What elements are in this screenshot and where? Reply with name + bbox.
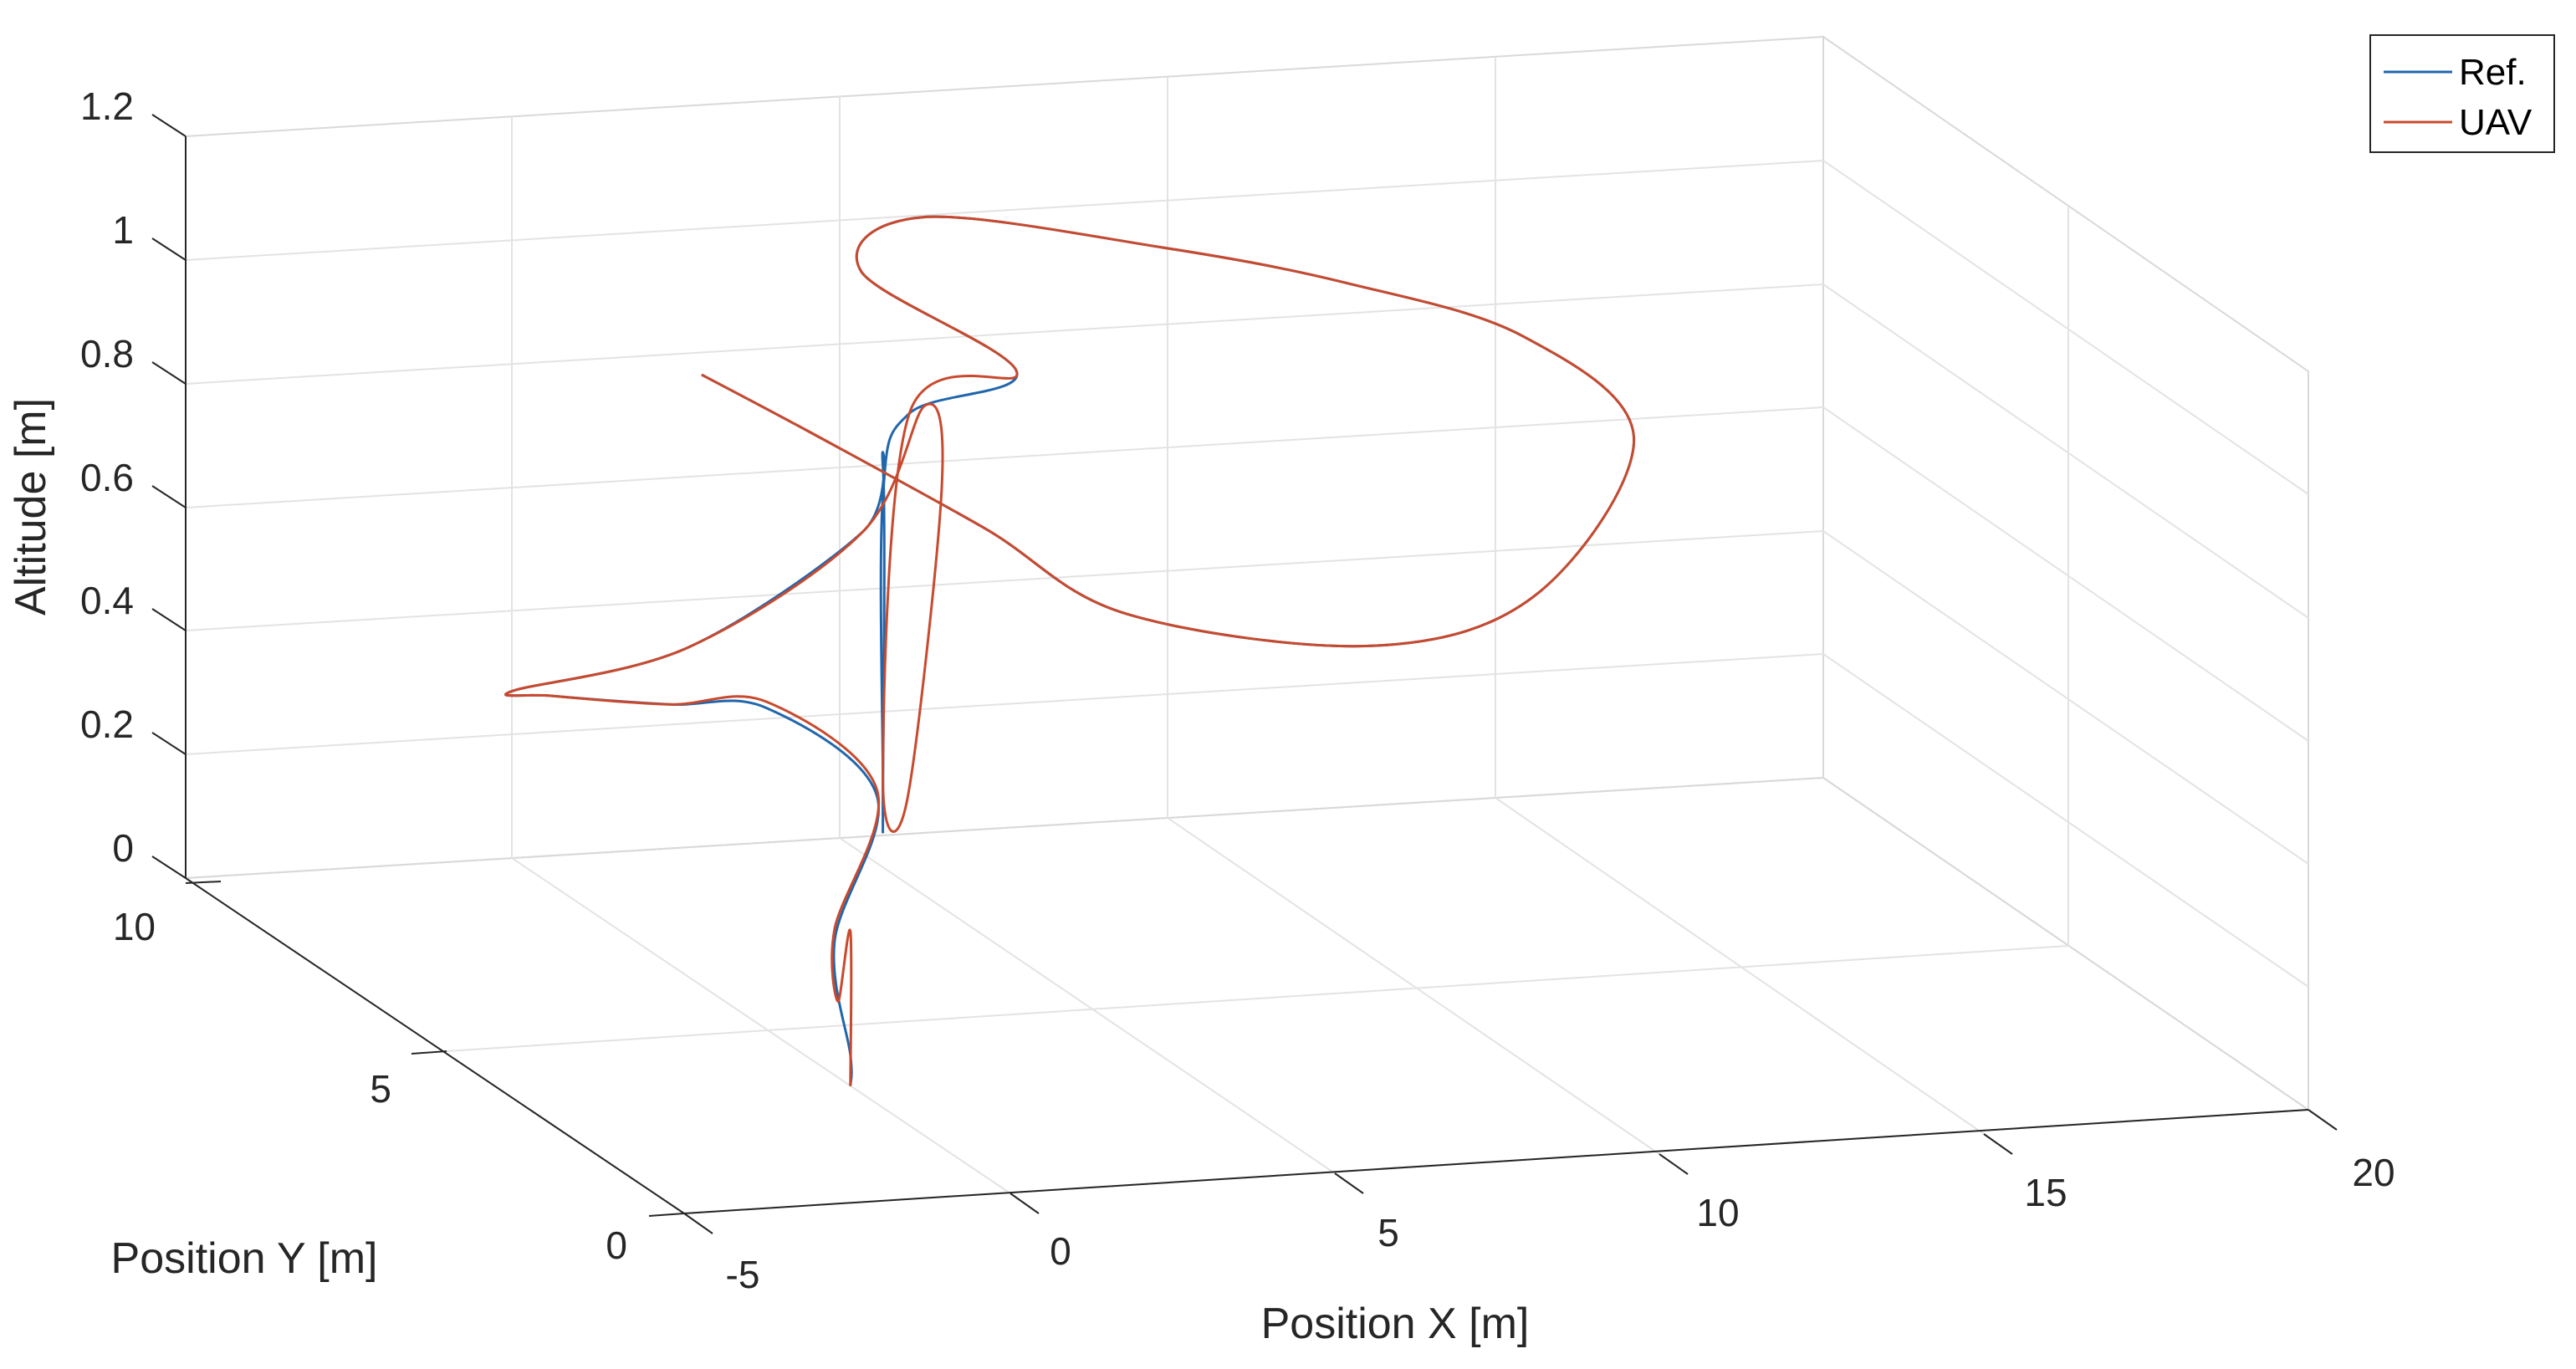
y-tick-0 — [648, 1213, 685, 1217]
x-tick-5 — [1334, 1172, 1364, 1194]
z-tick-0.4 — [151, 608, 187, 631]
z-tick-1.2 — [151, 114, 187, 137]
z-tick-labels: 0 0.2 0.4 0.6 0.8 1 1.2 — [80, 84, 134, 870]
z-tick-label: 1 — [112, 208, 134, 252]
x-tick-label: -5 — [726, 1253, 760, 1296]
grid-z-1 — [185, 160, 1824, 261]
x-axis-title: Position X [m] — [1261, 1300, 1530, 1348]
x-tick-labels: -5 0 5 10 15 20 — [726, 1151, 2395, 1296]
grid-layer — [182, 35, 2311, 1215]
z-tick-0.8 — [151, 361, 187, 385]
legend-box — [2369, 34, 2555, 153]
z-tick-label: 0.8 — [80, 332, 134, 375]
series-line-uav — [504, 215, 1636, 1086]
y-axis-title: Position Y [m] — [111, 1234, 378, 1283]
z-tick-label: 0.2 — [80, 702, 134, 746]
grid-z-0.8-r — [1822, 284, 2309, 619]
grid-z-1-r — [1822, 160, 2309, 495]
x-tick-10 — [1659, 1153, 1689, 1175]
z-tick-label: 0.4 — [80, 579, 134, 622]
grid-z-0.8 — [185, 284, 1824, 385]
y-ticks — [185, 881, 685, 1217]
x-tick-label: 5 — [1377, 1211, 1399, 1254]
y-tick-label: 0 — [606, 1223, 627, 1267]
z-ticks — [151, 114, 187, 879]
floor-grid-x-0 — [511, 857, 1011, 1194]
x-tick-15 — [1983, 1133, 2013, 1155]
floor-grid-x-15 — [1495, 797, 1985, 1135]
legend: Ref. UAV — [2369, 34, 2555, 153]
z-tick-0.6 — [151, 485, 187, 508]
y-tick-5 — [411, 1050, 447, 1055]
x-tick-label: 20 — [2352, 1151, 2395, 1194]
x-tick-label: 15 — [2024, 1171, 2067, 1214]
y-tick-label: 10 — [113, 905, 156, 948]
x-tick-label: 10 — [1696, 1191, 1739, 1234]
grid-z-0.6-r — [1822, 406, 2309, 742]
grid-z-0.4 — [185, 530, 1824, 631]
floor-grid-y-5 — [446, 945, 2069, 1052]
series-layer — [504, 215, 1636, 1086]
z-tick-0.2 — [151, 732, 187, 755]
y-tick-label: 5 — [370, 1067, 391, 1111]
y-tick-10 — [185, 881, 222, 884]
grid-z-0.4-r — [1822, 530, 2309, 865]
z-tick-label: 1.2 — [80, 84, 134, 128]
z-axis-title: Altitude [m] — [7, 398, 55, 616]
z-tick-label: 0.6 — [80, 456, 134, 499]
legend-label-ref: Ref. — [2459, 52, 2527, 93]
legend-label-uav: UAV — [2459, 102, 2533, 143]
x-axis-line — [683, 1109, 2309, 1214]
series-line-ref — [504, 215, 1636, 1086]
z-tick-1 — [151, 238, 187, 261]
grid-z-0.2-r — [1822, 653, 2309, 988]
floor-grid-x-5 — [839, 837, 1336, 1174]
x-tick--5 — [683, 1213, 713, 1234]
y-tick-labels: 0 5 10 — [113, 905, 627, 1267]
x-tick-label: 0 — [1050, 1229, 1071, 1273]
grid-z-0.6 — [185, 406, 1824, 508]
grid-z-0.2 — [185, 653, 1824, 755]
x-tick-0 — [1009, 1193, 1040, 1214]
z-tick-label: 0 — [112, 826, 134, 870]
floor-grid-x-10 — [1167, 817, 1660, 1155]
z-tick-0 — [151, 856, 187, 879]
x-ticks — [683, 1109, 2338, 1234]
x-tick-20 — [2308, 1109, 2338, 1131]
floor-plane — [182, 776, 2311, 1215]
y-axis-line — [185, 877, 685, 1214]
